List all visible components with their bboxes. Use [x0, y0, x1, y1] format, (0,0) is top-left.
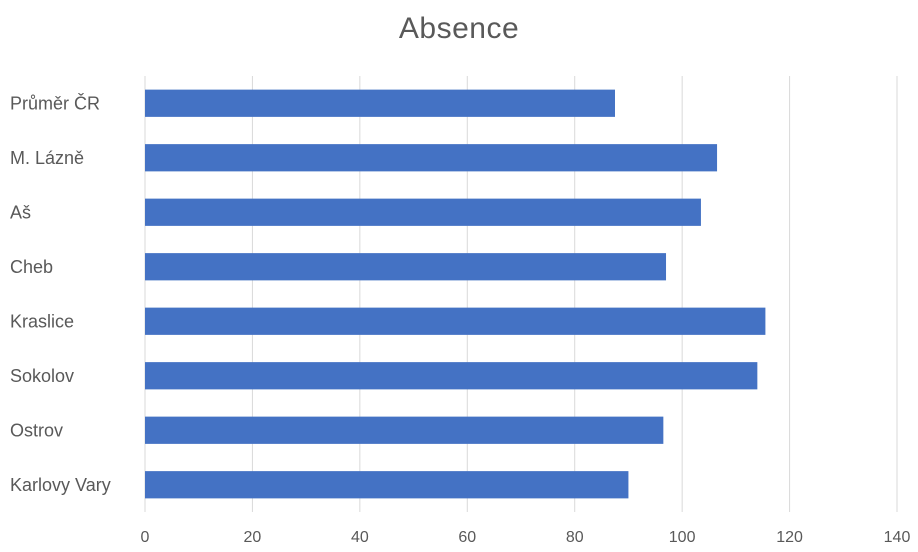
x-tick-label: 20 — [244, 529, 262, 546]
chart-title: Absence — [398, 12, 520, 45]
x-tick-label: 140 — [884, 529, 911, 546]
bar-4 — [145, 253, 667, 281]
bar-2 — [145, 144, 718, 172]
category-label: Aš — [10, 202, 31, 222]
category-label: M. Lázně — [10, 148, 84, 168]
bars — [145, 89, 766, 499]
category-label: Ostrov — [10, 420, 63, 440]
x-tick-label: 120 — [776, 529, 803, 546]
category-label: Průměr ČR — [10, 92, 100, 113]
gridlines — [144, 76, 898, 512]
bar-7 — [145, 416, 664, 444]
bar-8 — [145, 471, 629, 499]
x-tick-label: 0 — [141, 529, 150, 546]
category-label: Kraslice — [10, 311, 74, 331]
bar-6 — [145, 362, 758, 390]
category-label: Karlovy Vary — [10, 475, 111, 495]
bar-5 — [145, 307, 766, 335]
x-tick-label: 60 — [458, 529, 476, 546]
x-tick-label: 40 — [351, 529, 369, 546]
category-labels: Průměr ČR M. Lázně Aš Cheb Kraslice Sokolov Os… — [10, 92, 111, 495]
category-label: Sokolov — [10, 366, 74, 386]
x-tick-labels: 0 20 40 60 80 100 120 140 — [141, 529, 911, 546]
bar-3 — [145, 198, 701, 226]
x-tick-label: 100 — [669, 529, 696, 546]
category-label: Cheb — [10, 257, 53, 277]
bar-1 — [145, 89, 615, 117]
x-tick-label: 80 — [566, 529, 584, 546]
